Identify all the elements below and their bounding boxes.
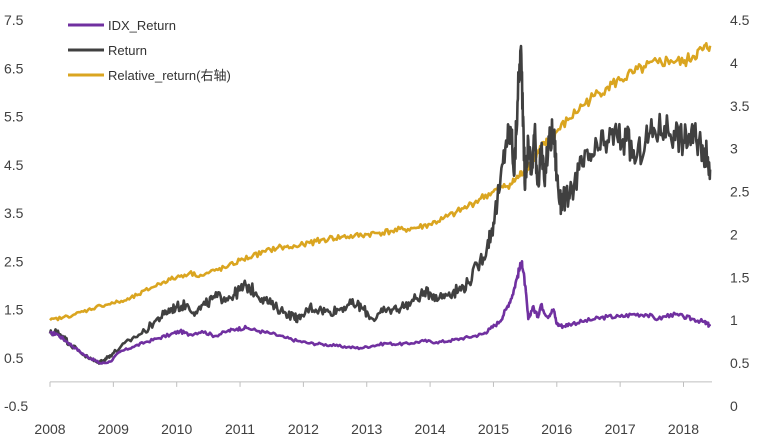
- x-tick-label: 2010: [161, 421, 192, 437]
- legend: IDX_Return Return Relative_return(右轴): [68, 18, 231, 83]
- y-left-tick-label: 2.5: [4, 253, 24, 269]
- y-left-tick-label: 7.5: [4, 12, 24, 28]
- y-left-tick-label: 1.5: [4, 302, 24, 318]
- y-right-tick-label: 0: [730, 398, 738, 414]
- x-tick-label: 2016: [541, 421, 572, 437]
- series-line-idx-return: [48, 260, 712, 365]
- x-tick-label: 2013: [351, 421, 382, 437]
- series-line-return: [48, 44, 712, 365]
- x-tick-label: 2017: [605, 421, 636, 437]
- x-tick-label: 2014: [415, 421, 446, 437]
- y-left-tick-label: -0.5: [4, 398, 28, 414]
- x-tick-label: 2011: [225, 421, 255, 437]
- y-right-tick-label: 4: [730, 55, 738, 71]
- axes: 2008 2009 2010 2011 2012 2013 2014 2015 2016 2017…: [4, 12, 750, 437]
- y-right-tick-label: 3.5: [730, 98, 750, 114]
- y-left-tick-label: 5.5: [4, 109, 24, 125]
- y-right-tick-label: 4.5: [730, 12, 750, 28]
- y-right-tick-label: 2: [730, 226, 738, 242]
- y-left-tick-label: 4.5: [4, 157, 24, 173]
- y-left-tick-label: 3.5: [4, 205, 24, 221]
- legend-label: Relative_return(右轴): [108, 68, 231, 83]
- y-left-tick-label: 6.5: [4, 60, 24, 76]
- legend-label: IDX_Return: [108, 18, 176, 33]
- series-line-relative-return-: [49, 42, 712, 322]
- legend-label: Return: [108, 43, 147, 58]
- x-tick-label: 2009: [98, 421, 129, 437]
- y-right-tick-label: 3: [730, 141, 738, 157]
- y-right-tick-label: 0.5: [730, 355, 750, 371]
- x-tick-label: 2015: [478, 421, 509, 437]
- x-tick-label: 2018: [668, 421, 699, 437]
- series-lines: [48, 42, 712, 365]
- y-left-tick-label: 0.5: [4, 350, 24, 366]
- y-right-tick-label: 2.5: [730, 184, 750, 200]
- x-tick-label: 2008: [34, 421, 65, 437]
- x-tick-label: 2012: [288, 421, 319, 437]
- y-right-tick-label: 1: [730, 312, 738, 328]
- y-right-tick-label: 1.5: [730, 269, 750, 285]
